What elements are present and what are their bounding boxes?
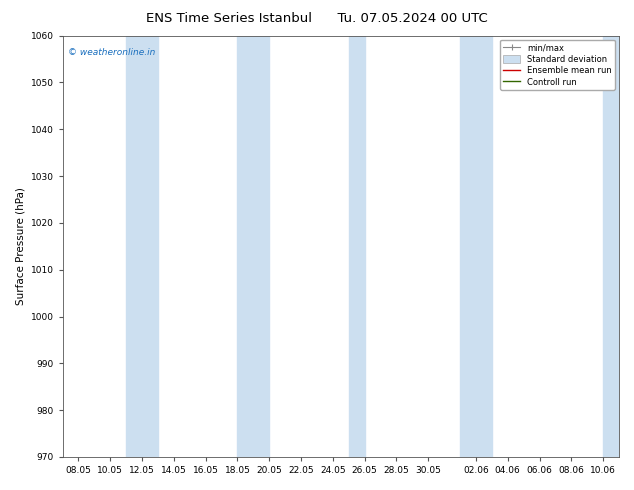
Bar [460,36,492,457]
Text: © weatheronline.in: © weatheronline.in [68,49,155,57]
Bar [238,36,269,457]
Bar [603,36,634,457]
Y-axis label: Surface Pressure (hPa): Surface Pressure (hPa) [15,187,25,305]
Bar [126,36,158,457]
Bar [349,36,365,457]
Text: ENS Time Series Istanbul      Tu. 07.05.2024 00 UTC: ENS Time Series Istanbul Tu. 07.05.2024 … [146,12,488,25]
Legend: min/max, Standard deviation, Ensemble mean run, Controll run: min/max, Standard deviation, Ensemble me… [500,40,615,90]
